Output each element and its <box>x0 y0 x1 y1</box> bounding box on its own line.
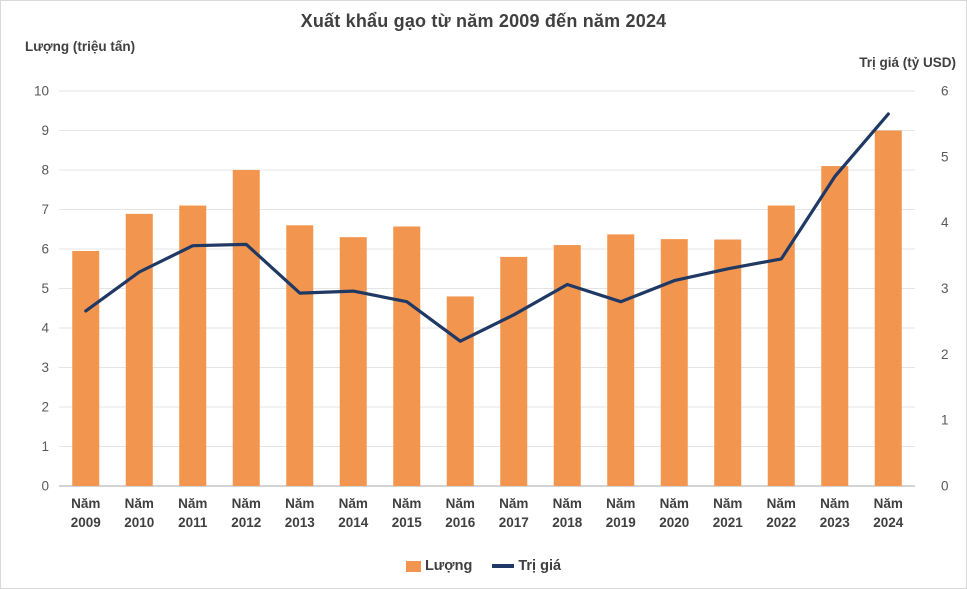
bar-2014 <box>339 237 367 486</box>
right-axis-tick: 5 <box>941 149 949 164</box>
left-axis-tick: 0 <box>41 479 49 494</box>
bar-2018 <box>553 245 581 486</box>
left-axis-tick: 3 <box>41 360 49 375</box>
bar-2017 <box>500 256 528 486</box>
legend-line-swatch-icon <box>492 564 515 568</box>
x-category-label: Năm 2023 <box>820 496 851 530</box>
x-category-label: Năm 2019 <box>606 496 636 530</box>
left-axis-tick: 6 <box>41 242 49 257</box>
bar-2020 <box>660 239 688 486</box>
left-axis-tick: 9 <box>41 123 49 138</box>
left-axis-tick: 2 <box>41 400 49 415</box>
bar-2024 <box>874 130 902 486</box>
legend: Lượng Trị giá <box>1 558 966 574</box>
legend-item-luong: Lượng <box>405 558 473 574</box>
x-category-label: Năm 2013 <box>285 496 316 530</box>
right-axis-tick: 1 <box>941 413 949 428</box>
bar-2013 <box>286 225 314 487</box>
bar-2022 <box>767 205 795 487</box>
x-category-label: Năm 2010 <box>124 496 154 530</box>
x-category-label: Năm 2022 <box>766 496 796 530</box>
right-axis-tick: 3 <box>941 281 949 296</box>
legend-label-trigia: Trị giá <box>518 558 562 574</box>
left-axis-tick: 1 <box>41 439 49 454</box>
x-category-label: Năm 2024 <box>873 496 904 530</box>
right-axis-tick: 6 <box>941 84 949 99</box>
x-category-label: Năm 2017 <box>499 496 529 530</box>
bar-2009 <box>72 250 100 486</box>
legend-bar-swatch-icon <box>405 560 421 572</box>
left-axis-tick: 5 <box>41 281 49 296</box>
right-axis-tick: 2 <box>941 347 949 362</box>
bar-2011 <box>179 205 207 487</box>
x-category-label: Năm 2020 <box>659 496 689 530</box>
bar-2019 <box>607 234 635 486</box>
bar-2015 <box>393 226 421 487</box>
chart-title: Xuất khẩu gạo từ năm 2009 đến năm 2024 <box>300 11 667 31</box>
bar-2021 <box>714 239 742 486</box>
bar-2016 <box>446 296 474 486</box>
x-category-label: Năm 2011 <box>178 496 208 530</box>
x-category-label: Năm 2016 <box>445 496 476 530</box>
bar-2023 <box>821 166 849 487</box>
x-category-label: Năm 2012 <box>231 496 261 530</box>
trigia-line <box>84 112 890 343</box>
left-axis-tick: 4 <box>41 321 49 336</box>
left-axis-title: Lượng (triệu tấn) <box>25 39 136 54</box>
left-axis-tick: 10 <box>34 84 49 99</box>
left-axis-tick: 8 <box>41 163 49 178</box>
left-axis-tick: 7 <box>41 202 49 217</box>
x-category-label: Năm 2015 <box>392 496 423 530</box>
bar-2012 <box>232 170 260 486</box>
right-axis-tick: 0 <box>941 479 949 494</box>
x-category-label: Năm 2014 <box>338 496 369 530</box>
x-category-label: Năm 2009 <box>71 496 101 530</box>
x-category-label: Năm 2021 <box>713 496 744 530</box>
right-axis-tick: 4 <box>941 215 949 230</box>
legend-item-trigia: Trị giá <box>492 558 561 574</box>
legend-label-luong: Lượng <box>424 558 473 574</box>
x-category-label: Năm 2018 <box>552 496 583 530</box>
bar-2010 <box>125 213 153 486</box>
right-axis-title: Trị giá (tỷ USD) <box>859 55 956 70</box>
